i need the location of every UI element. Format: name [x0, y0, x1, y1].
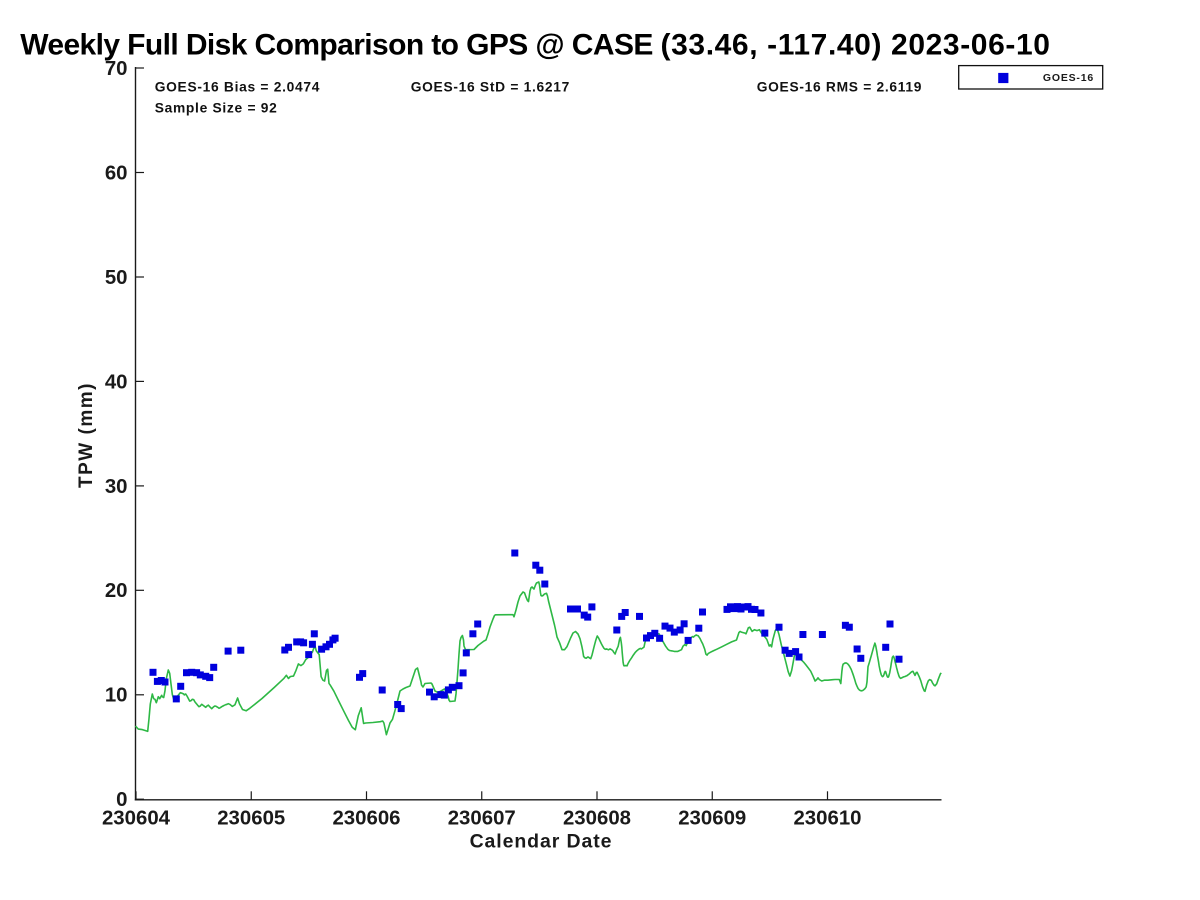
- svg-text:Calendar Date: Calendar Date: [470, 831, 613, 853]
- svg-text:TPW (mm): TPW (mm): [76, 382, 97, 488]
- svg-text:70: 70: [105, 58, 128, 80]
- svg-text:230607: 230607: [448, 808, 516, 830]
- svg-text:40: 40: [105, 371, 128, 393]
- svg-text:230609: 230609: [678, 808, 746, 830]
- svg-text:20: 20: [105, 580, 128, 602]
- svg-text:0: 0: [116, 789, 127, 811]
- svg-text:230610: 230610: [793, 808, 861, 830]
- svg-text:50: 50: [105, 267, 128, 289]
- svg-text:30: 30: [105, 476, 128, 498]
- svg-text:GOES-16 StD = 1.6217: GOES-16 StD = 1.6217: [411, 79, 570, 94]
- svg-text:230605: 230605: [217, 808, 285, 830]
- svg-text:GOES-16: GOES-16: [1043, 72, 1094, 84]
- svg-text:230604: 230604: [102, 808, 171, 830]
- svg-text:Sample Size = 92: Sample Size = 92: [155, 101, 278, 116]
- svg-text:GOES-16 RMS = 2.6119: GOES-16 RMS = 2.6119: [757, 79, 922, 94]
- svg-text:GOES-16 Bias = 2.0474: GOES-16 Bias = 2.0474: [155, 79, 320, 94]
- svg-text:230606: 230606: [332, 808, 400, 830]
- svg-text:60: 60: [105, 162, 128, 184]
- svg-text:Weekly Full Disk Comparison to: Weekly Full Disk Comparison to GPS @ CAS…: [20, 29, 1050, 62]
- svg-text:230608: 230608: [563, 808, 631, 830]
- svg-text:10: 10: [105, 685, 128, 707]
